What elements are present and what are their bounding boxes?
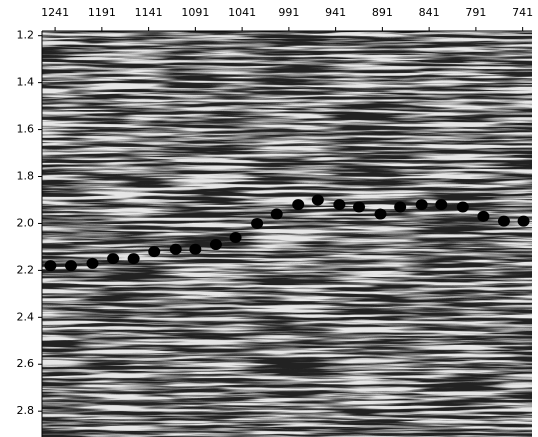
picked-point [128,253,140,264]
picked-point [292,199,304,210]
picked-point [230,232,242,243]
picked-point [251,218,263,229]
picked-point [107,253,119,264]
x-tick-label: 1091 [181,6,209,19]
seismic-texture [42,31,532,437]
picked-point [457,202,469,213]
x-tick-label: 891 [372,6,393,19]
x-tick-label: 791 [465,6,486,19]
picked-point [271,209,283,220]
picked-point [189,244,201,255]
chart: 1.2 1.4 1.6 1.8 2.0 2.2 2.4 2.6 2.8 1241 1191 1141 1… [0,0,538,437]
y-tick-label: 1.4 [17,76,35,89]
x-tick-label: 941 [325,6,346,19]
picked-point [210,239,222,250]
x-tick-label: 991 [278,6,299,19]
picked-point [65,260,77,271]
seismic-reflections [42,31,532,437]
picked-point [416,199,428,210]
y-tick-label: 2.8 [17,404,35,417]
picked-point [86,258,98,269]
picked-point [312,194,324,205]
picked-point [394,202,406,213]
picked-point [518,216,530,227]
x-tick-label: 841 [419,6,440,19]
y-tick-label: 2.4 [17,310,35,323]
picked-point [498,216,510,227]
picked-point [44,260,56,271]
picked-point [477,211,489,222]
x-tick-label: 1241 [41,6,69,19]
y-tick-label: 1.8 [17,170,35,183]
y-tick-label: 1.6 [17,123,35,136]
picked-point [375,209,387,220]
picked-point [148,246,160,257]
picked-point [170,244,182,255]
y-tick-label: 2.2 [17,263,35,276]
picked-point [435,199,447,210]
picked-point [353,202,365,213]
picked-point [333,199,345,210]
y-tick-label: 1.2 [17,29,35,42]
y-tick-label: 2.6 [17,357,35,370]
x-tick-label: 741 [512,6,533,19]
y-tick-label: 2.0 [17,216,35,229]
x-tick-label: 1041 [228,6,256,19]
x-tick-label: 1141 [135,6,163,19]
x-tick-label: 1191 [88,6,116,19]
